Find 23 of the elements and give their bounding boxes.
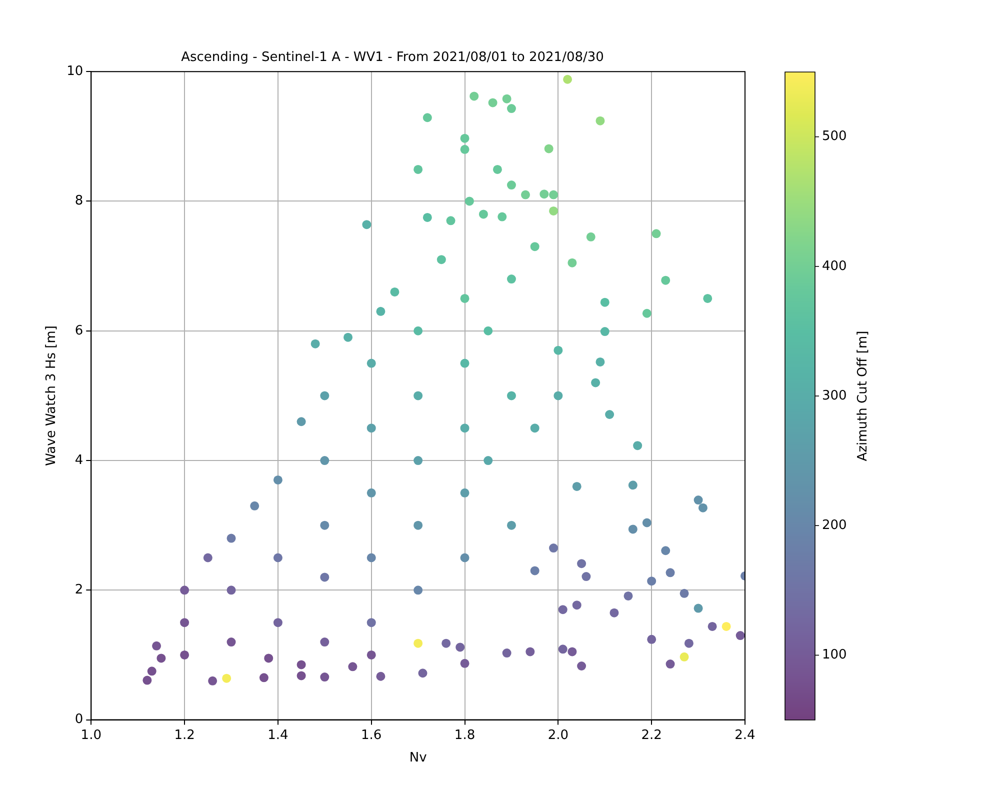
x-tick-label: 2.4 xyxy=(734,728,756,743)
x-tick-label: 2.0 xyxy=(548,728,569,743)
x-tick-label: 1.4 xyxy=(268,728,288,743)
x-tick-label: 1.0 xyxy=(80,728,102,743)
y-tick-label: 0 xyxy=(74,712,84,728)
y-axis-title: Wave Watch 3 Hs [m] xyxy=(44,326,60,466)
chart-title: Ascending - Sentinel-1 A - WV1 - From 2021/08/01 to 2021/08/30 xyxy=(181,50,604,66)
x-tick-label: 2.2 xyxy=(641,728,662,743)
color-bar-label: 500 xyxy=(822,129,847,144)
y-tick-label: 10 xyxy=(66,64,84,79)
x-axis-title: Nv xyxy=(409,750,428,766)
x-tick-label: 1.2 xyxy=(174,728,195,743)
color-bar-title: Azimuth Cut Off [m] xyxy=(855,330,870,462)
y-tick-label: 6 xyxy=(74,323,84,338)
y-tick-label: 4 xyxy=(74,452,84,468)
color-bar-label: 400 xyxy=(822,258,847,274)
x-tick-label: 1.6 xyxy=(361,728,382,743)
color-bar-label: 100 xyxy=(822,648,847,663)
y-tick-label: 8 xyxy=(74,194,84,209)
color-bar-label: 300 xyxy=(822,388,847,404)
y-tick-label: 2 xyxy=(74,582,84,598)
color-bar-label: 200 xyxy=(822,518,847,533)
x-tick-label: 1.8 xyxy=(454,728,476,743)
